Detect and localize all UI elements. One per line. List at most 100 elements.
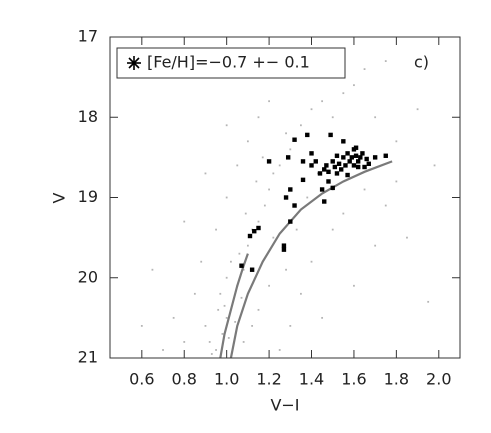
field-point — [230, 260, 232, 263]
field-point — [162, 349, 164, 351]
field-point — [285, 132, 287, 135]
star-point — [324, 163, 329, 168]
field-point — [268, 284, 270, 287]
star-point — [358, 155, 363, 160]
field-point — [236, 164, 239, 167]
field-point — [234, 320, 237, 323]
legend-symbol-stroke — [128, 57, 140, 69]
x-tick-label: 1.6 — [341, 370, 366, 389]
star-point — [351, 147, 357, 152]
star-point — [292, 137, 297, 142]
field-point — [257, 308, 260, 311]
star-point — [334, 153, 340, 158]
field-point — [374, 244, 377, 247]
field-point — [223, 304, 226, 307]
star-point — [349, 155, 355, 160]
star-point — [372, 155, 378, 160]
star-point — [249, 267, 255, 272]
field-point — [225, 316, 228, 319]
field-point — [268, 188, 270, 191]
field-point — [193, 292, 196, 295]
x-tick-label: 0.8 — [172, 370, 197, 389]
field-point — [140, 325, 143, 327]
star-point — [326, 169, 331, 175]
field-point — [257, 116, 260, 119]
star-point — [334, 171, 340, 176]
star-point — [355, 164, 361, 170]
y-axis-label: V — [50, 192, 69, 203]
star-point — [362, 164, 367, 170]
star-point — [341, 155, 346, 160]
star-point — [319, 187, 325, 192]
field-point — [244, 212, 247, 215]
star-point — [347, 159, 352, 164]
star-point — [266, 159, 272, 164]
y-tick-label: 17 — [78, 27, 98, 46]
field-point — [300, 292, 302, 295]
y-tick-label: 19 — [78, 187, 98, 206]
annotation: c) — [414, 53, 429, 72]
field-point — [268, 100, 270, 103]
field-point — [225, 124, 228, 127]
field-point — [257, 220, 260, 223]
star-point — [351, 163, 357, 168]
field-point — [310, 260, 313, 263]
star-point — [256, 225, 261, 231]
star-point — [353, 153, 359, 158]
field-point — [263, 204, 266, 207]
field-point — [285, 268, 287, 271]
star-point — [283, 195, 289, 200]
field-point — [306, 196, 309, 199]
field-point — [363, 68, 366, 70]
star-point — [239, 263, 244, 268]
field-point — [242, 268, 245, 271]
star-point — [355, 159, 361, 164]
star-point — [288, 219, 293, 224]
x-tick-label: 1.4 — [299, 370, 324, 389]
field-point — [427, 300, 430, 303]
x-tick-label: 2.0 — [426, 370, 451, 389]
field-point — [217, 308, 220, 311]
star-point — [328, 132, 333, 138]
field-point — [238, 252, 241, 255]
star-point — [300, 159, 306, 164]
star-point — [309, 163, 314, 168]
field-point — [225, 196, 228, 199]
x-tick-label: 1.8 — [384, 370, 409, 389]
star-point — [252, 229, 257, 234]
field-point — [240, 296, 243, 299]
field-point — [151, 268, 154, 271]
star-point — [288, 187, 293, 192]
star-point — [317, 171, 323, 176]
field-point — [204, 172, 207, 175]
star-point — [281, 243, 287, 248]
field-point — [215, 349, 217, 351]
star-point — [326, 179, 331, 184]
field-point — [289, 325, 292, 327]
star-point — [332, 164, 338, 170]
field-point — [204, 325, 207, 327]
star-point — [300, 177, 306, 183]
field-point — [300, 124, 302, 127]
field-point — [278, 164, 281, 167]
field-point — [406, 236, 408, 239]
star-point — [345, 172, 350, 178]
x-tick-label: 1.2 — [256, 370, 281, 389]
field-point — [416, 108, 419, 111]
field-point — [246, 244, 249, 247]
field-point — [363, 188, 366, 191]
fiducial-line — [219, 253, 249, 359]
field-point — [221, 333, 224, 335]
star-point — [330, 185, 335, 191]
field-point — [172, 316, 175, 319]
field-point — [433, 164, 436, 167]
star-point — [292, 203, 297, 208]
field-point — [278, 349, 281, 351]
x-tick-label: 1.0 — [214, 370, 239, 389]
field-point — [208, 341, 211, 343]
field-point — [331, 228, 334, 231]
field-point — [225, 276, 228, 279]
star-point — [345, 151, 350, 156]
